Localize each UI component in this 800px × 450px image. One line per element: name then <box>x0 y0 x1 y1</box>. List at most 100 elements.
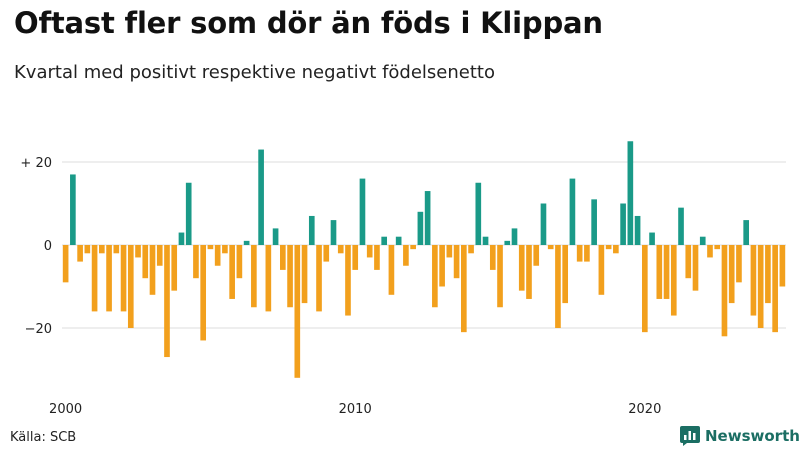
bar-negative <box>547 245 554 250</box>
bar-negative <box>555 245 561 328</box>
bar-positive <box>649 232 655 245</box>
bar-negative <box>605 245 612 250</box>
bar-negative <box>432 245 438 308</box>
x-tick-label: 2020 <box>628 402 661 417</box>
bar-negative <box>287 245 293 308</box>
bar-negative <box>613 245 619 254</box>
bar-positive <box>620 203 626 245</box>
bar-negative <box>171 245 178 291</box>
bar-negative <box>77 245 83 262</box>
bar-negative <box>721 245 728 337</box>
bar-negative <box>352 245 359 270</box>
bar-negative <box>164 245 170 358</box>
bar-positive <box>475 182 482 245</box>
bar-negative <box>301 245 308 304</box>
bar-negative <box>106 245 112 312</box>
bar-positive <box>511 228 518 245</box>
bar-negative <box>316 245 322 312</box>
bar-negative <box>489 245 496 270</box>
x-tick-label: 2010 <box>339 402 372 417</box>
bar-positive <box>185 182 192 245</box>
bar-negative <box>323 245 330 262</box>
bar-positive <box>178 232 185 245</box>
bar-negative <box>446 245 453 258</box>
bar-positive <box>330 220 337 245</box>
bar-positive <box>591 199 597 245</box>
source-note: Källa: SCB <box>10 430 77 445</box>
bar-negative <box>120 245 127 312</box>
bar-negative <box>468 245 474 254</box>
bar-negative <box>99 245 105 254</box>
bar-negative <box>265 245 272 312</box>
y-tick-label: + 20 <box>20 156 52 171</box>
bar-negative <box>728 245 735 304</box>
chart-subtitle: Kvartal med positivt respektive negativt… <box>14 62 495 83</box>
bar-negative <box>410 245 416 250</box>
bar-negative <box>526 245 532 299</box>
bar-positive <box>678 207 684 245</box>
bar-positive <box>569 178 576 245</box>
bar-negative <box>366 245 373 258</box>
bar-negative <box>200 245 207 341</box>
bar-negative <box>388 245 395 295</box>
bar-negative <box>598 245 605 295</box>
bar-positive <box>743 220 750 245</box>
bar-negative <box>156 245 163 266</box>
bar-negative <box>337 245 344 254</box>
chart-title: Oftast fler som dör än föds i Klippan <box>14 6 603 40</box>
bar-positive <box>272 228 279 245</box>
bar-negative <box>403 245 409 266</box>
bar-negative <box>642 245 648 333</box>
bar-negative <box>518 245 525 291</box>
bar-chart-icon <box>680 426 700 446</box>
bar-negative <box>345 245 351 316</box>
bar-negative <box>84 245 91 254</box>
bar-negative <box>236 245 243 279</box>
bar-negative <box>584 245 590 262</box>
bar-negative <box>750 245 757 316</box>
bar-negative <box>533 245 540 266</box>
bar-negative <box>294 245 301 378</box>
x-tick-label: 2000 <box>49 402 82 417</box>
bar-negative <box>62 245 69 283</box>
y-tick-label: −20 <box>25 322 52 337</box>
bar-negative <box>127 245 134 328</box>
bar-positive <box>482 236 489 245</box>
bar-negative <box>779 245 786 287</box>
bar-negative <box>707 245 713 258</box>
bar-negative <box>374 245 380 270</box>
bar-negative <box>193 245 199 279</box>
bar-negative <box>736 245 742 283</box>
bar-negative <box>497 245 503 308</box>
bar-positive <box>359 178 366 245</box>
bar-positive <box>627 141 634 245</box>
bar-positive <box>395 236 402 245</box>
bar-negative <box>670 245 677 316</box>
bar-negative <box>461 245 467 333</box>
brand-name: Newsworthy <box>705 427 800 445</box>
bar-positive <box>540 203 547 245</box>
bar-negative <box>772 245 778 333</box>
bar-negative <box>135 245 141 258</box>
bar-positive <box>424 191 431 245</box>
y-tick-label: 0 <box>44 239 52 254</box>
bar-negative <box>576 245 583 262</box>
bar-positive <box>699 236 706 245</box>
bar-negative <box>714 245 721 250</box>
bar-negative <box>439 245 445 287</box>
bar-positive <box>504 240 511 245</box>
bar-positive <box>634 215 641 245</box>
bar-negative <box>113 245 120 254</box>
bar-negative <box>229 245 235 299</box>
bar-negative <box>214 245 221 266</box>
bar-positive <box>417 211 424 245</box>
bar-negative <box>562 245 569 304</box>
bar-negative <box>142 245 149 279</box>
bar-negative <box>656 245 663 299</box>
bar-positive <box>308 215 315 245</box>
bar-negative <box>765 245 771 304</box>
bar-negative <box>149 245 156 295</box>
bar-positive <box>243 240 250 245</box>
bar-negative <box>91 245 98 312</box>
